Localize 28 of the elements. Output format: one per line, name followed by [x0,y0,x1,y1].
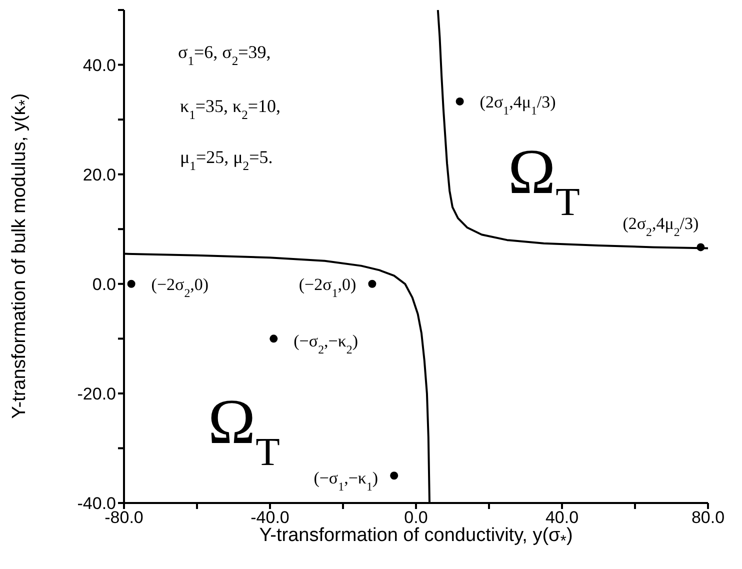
annotation: (−σ$_{1}$,−κ$_{1}$) [314,468,378,494]
annotation: (2σ$_{2}$,4μ$_{2}$/3) [622,214,699,240]
annotation: (−2σ$_{1}$,0) [298,274,356,300]
x-tick-label: -40.0 [250,508,290,528]
point [270,334,278,343]
point [696,243,705,252]
y-tick-label: -20.0 [77,384,116,404]
x-axis-title: Y-transformation of conductivity, y(σ$_{*}$) [259,525,573,550]
point [127,280,136,288]
annotation: Ω$_{T}$ [208,386,280,474]
y-tick-label: 20.0 [82,165,116,184]
point [456,97,464,106]
annotation: Ω$_{T}$ [508,136,580,224]
point [368,280,376,288]
x-tick-label: 40.0 [545,508,579,528]
annotation: κ$_{1}$=35, κ$_{2}$=10, [180,96,281,122]
x-tick-label: -80.0 [104,508,144,528]
annotation: (−σ$_{2}$,−κ$_{2}$) [294,332,358,357]
x-tick-label: 0.0 [404,508,428,528]
annotation: (2σ$_{1}$,4μ$_{1}$/3) [480,92,556,118]
annotation: μ$_{1}$=25, μ$_{2}$=5. [180,147,273,173]
annotation: (−2σ$_{2}$,0) [151,274,209,300]
x-tick-label: 80.0 [691,508,725,528]
line-series [436,10,708,250]
annotation: σ$_{1}$=6, σ$_{2}$=39, [178,42,271,68]
y-tick-label: 40.0 [82,56,116,75]
point [390,472,398,480]
y-tick-label: 0.0 [92,274,116,294]
